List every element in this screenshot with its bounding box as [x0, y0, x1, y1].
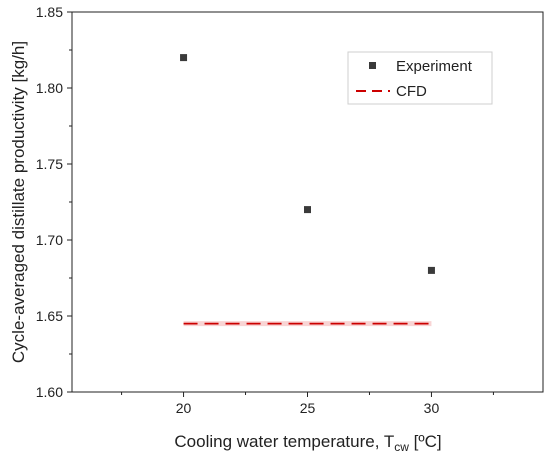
- x-tick-label: 25: [300, 400, 316, 416]
- experiment-data-point: [304, 206, 311, 214]
- legend-cfd-label: CFD: [396, 83, 427, 100]
- experiment-data-point: [427, 266, 435, 274]
- y-tick-label: 1.70: [36, 232, 63, 248]
- experiment-data-point: [180, 54, 188, 62]
- x-axis-title: Cooling water temperature, Tcw [ºC]: [174, 432, 441, 454]
- legend-experiment-marker: [369, 62, 376, 69]
- series-layer: [180, 54, 435, 327]
- y-axis-title: Cycle-averaged distillate productivity […: [9, 41, 28, 363]
- legend: Experiment CFD: [347, 51, 493, 105]
- y-tick-label: 1.65: [36, 308, 63, 324]
- x-axis-title-main: Cooling water temperature, T: [174, 432, 394, 451]
- x-axis: 20 25 30: [121, 392, 494, 416]
- y-tick-label: 1.60: [36, 384, 63, 400]
- y-axis: 1.60 1.65 1.70 1.75 1.80 1.85: [36, 4, 72, 400]
- legend-box: [347, 51, 493, 105]
- x-axis-title-suffix: [ºC]: [409, 432, 442, 451]
- x-tick-label: 20: [176, 400, 192, 416]
- x-axis-title-subscript: cw: [394, 440, 409, 454]
- legend-experiment-label: Experiment: [396, 58, 473, 75]
- y-tick-label: 1.80: [36, 80, 63, 96]
- y-tick-label: 1.85: [36, 4, 63, 20]
- x-tick-label: 30: [424, 400, 440, 416]
- y-tick-label: 1.75: [36, 156, 63, 172]
